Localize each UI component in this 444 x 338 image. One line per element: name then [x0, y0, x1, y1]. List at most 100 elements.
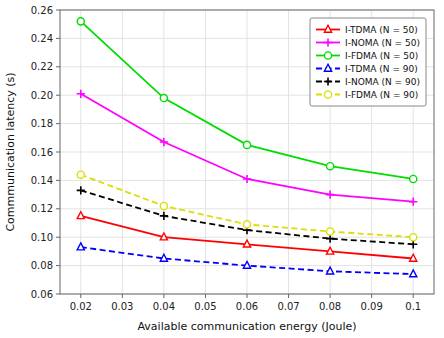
tick-mark: [56, 237, 60, 238]
point: [410, 234, 417, 241]
tick-label: 0.26: [31, 5, 53, 16]
tick-mark: [56, 208, 60, 209]
legend-label: I-FDMA (N = 90): [345, 90, 418, 100]
tick-label: 0.12: [31, 203, 53, 214]
legend: I-TDMA (N = 50) I-NOMA (N = 50) I-FDMA (N …: [310, 18, 426, 106]
tick-label: 0.20: [31, 90, 53, 101]
tick-label: 0.16: [31, 147, 53, 158]
tick-label: 0.06: [31, 289, 53, 300]
chart: 0.02 0.03 0.04 0.05 0.06 0.07 0.08 0.09 0.1 0.06 0…: [0, 0, 444, 338]
tick-label: 0.07: [277, 301, 299, 312]
tick-mark: [371, 294, 372, 298]
tick-mark: [330, 294, 331, 298]
legend-marker: [324, 77, 332, 85]
point: [243, 261, 250, 268]
tick-mark: [56, 95, 60, 96]
point: [77, 243, 84, 250]
point: [77, 18, 84, 25]
tick-label: 0.08: [319, 301, 341, 312]
line: [81, 190, 413, 244]
tick-mark: [205, 294, 206, 298]
tick-mark: [56, 152, 60, 153]
legend-box: [310, 18, 426, 106]
tick-mark: [56, 38, 60, 39]
tick-mark: [56, 10, 60, 11]
point: [160, 138, 168, 146]
tick-mark: [80, 294, 81, 298]
line: [81, 247, 413, 274]
grid-line: [60, 152, 434, 153]
data: [77, 18, 418, 277]
line: [81, 94, 413, 202]
point: [410, 254, 417, 261]
plot-area: [60, 10, 434, 294]
grid-line: [60, 237, 434, 238]
line: [81, 216, 413, 259]
legend-marker: [324, 25, 331, 32]
tick-label: 0.10: [31, 232, 53, 243]
tick-label: 0.14: [31, 175, 53, 186]
x-axis-label: Available communication energy (Joule): [137, 320, 356, 333]
point: [160, 202, 167, 209]
legend-marker: [324, 52, 331, 59]
point: [77, 186, 85, 194]
line: [81, 175, 413, 237]
tick-label: 0.1: [405, 301, 421, 312]
legend-label: I-NOMA (N = 50): [345, 38, 420, 48]
tick-label: 0.06: [236, 301, 258, 312]
y-axis-label: Commmunication latency (s): [4, 72, 17, 231]
point: [160, 233, 167, 240]
grid-line: [60, 208, 434, 209]
point: [327, 163, 334, 170]
point: [77, 171, 84, 178]
tick-mark: [56, 294, 60, 295]
series: [77, 243, 417, 277]
legend-marker: [324, 64, 331, 71]
tick-mark: [413, 294, 414, 298]
tick-mark: [56, 180, 60, 181]
legend-marker: [324, 91, 331, 98]
tick-mark: [122, 294, 123, 298]
tick-label: 0.09: [361, 301, 383, 312]
plot-frame: [60, 10, 434, 294]
point: [409, 198, 417, 206]
point: [77, 90, 85, 98]
tick-label: 0.24: [31, 33, 53, 44]
point: [160, 94, 167, 101]
point: [243, 221, 250, 228]
point: [77, 212, 84, 219]
point: [243, 175, 251, 183]
tick-label: 0.03: [111, 301, 133, 312]
point: [327, 267, 334, 274]
legend-label: I-FDMA (N = 50): [345, 51, 418, 61]
tick-mark: [247, 294, 248, 298]
tick-label: 0.05: [194, 301, 216, 312]
tick-mark: [56, 66, 60, 67]
series: [77, 90, 418, 206]
point: [326, 191, 334, 199]
point: [410, 270, 417, 277]
legend-label: I-TDMA (N = 50): [345, 25, 418, 35]
point: [243, 141, 250, 148]
legend-label: I-TDMA (N = 90): [345, 64, 418, 74]
tick-label: 0.22: [31, 61, 53, 72]
tick-label: 0.02: [70, 301, 92, 312]
point: [160, 254, 167, 261]
point: [327, 247, 334, 254]
legend-marker: [324, 38, 332, 46]
grid-line: [60, 123, 434, 124]
tick-label: 0.18: [31, 118, 53, 129]
tick-mark: [56, 265, 60, 266]
point: [243, 240, 250, 247]
point: [160, 212, 168, 220]
point: [410, 175, 417, 182]
tick-mark: [288, 294, 289, 298]
point: [327, 228, 334, 235]
tick-mark: [163, 294, 164, 298]
series: [77, 186, 418, 248]
tick-label: 0.04: [153, 301, 175, 312]
tick-mark: [56, 123, 60, 124]
axes: 0.02 0.03 0.04 0.05 0.06 0.07 0.08 0.09 0.1 0.06 0…: [31, 5, 434, 313]
tick-label: 0.08: [31, 260, 53, 271]
grid: [60, 10, 434, 294]
